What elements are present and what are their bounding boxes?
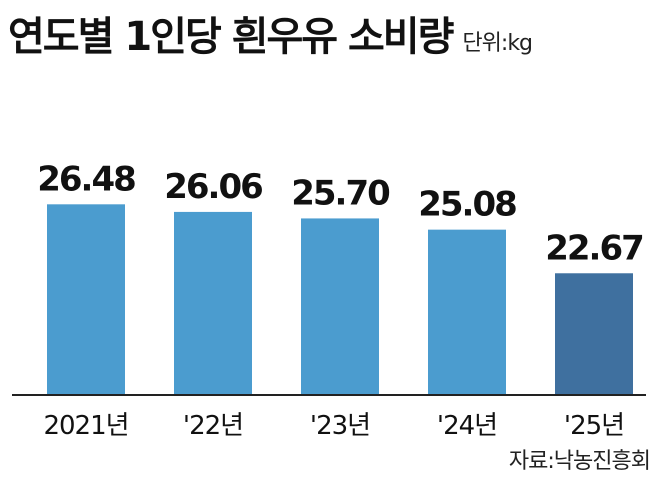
bar-3 — [301, 218, 379, 394]
chart-title: 연도별 1인당 흰우유 소비량 — [8, 14, 454, 60]
value-label-2: 26.06 — [164, 167, 262, 207]
category-label-3: '23년 — [310, 411, 370, 440]
bar-2 — [174, 211, 252, 394]
value-label-1: 26.48 — [37, 159, 135, 199]
bar-1 — [47, 204, 125, 394]
bar-4 — [428, 229, 506, 394]
value-label-3: 25.70 — [291, 173, 390, 213]
bar-chart: 26.48 26.06 25.70 25.08 22.67 2021년 '22년 '23년 '… — [12, 159, 646, 440]
category-label-5: '25년 — [564, 411, 624, 440]
category-label-1: 2021년 — [43, 411, 128, 440]
category-label-2: '22년 — [183, 411, 243, 440]
value-label-4: 25.08 — [418, 185, 516, 225]
source-note: 자료:낙농진흥회 — [508, 449, 651, 474]
category-label-4: '24년 — [437, 411, 497, 440]
unit-label: 단위:kg — [462, 31, 533, 56]
value-label-5: 22.67 — [545, 228, 643, 268]
chart-header: 연도별 1인당 흰우유 소비량 단위:kg — [8, 4, 533, 68]
bar-5 — [555, 273, 633, 394]
